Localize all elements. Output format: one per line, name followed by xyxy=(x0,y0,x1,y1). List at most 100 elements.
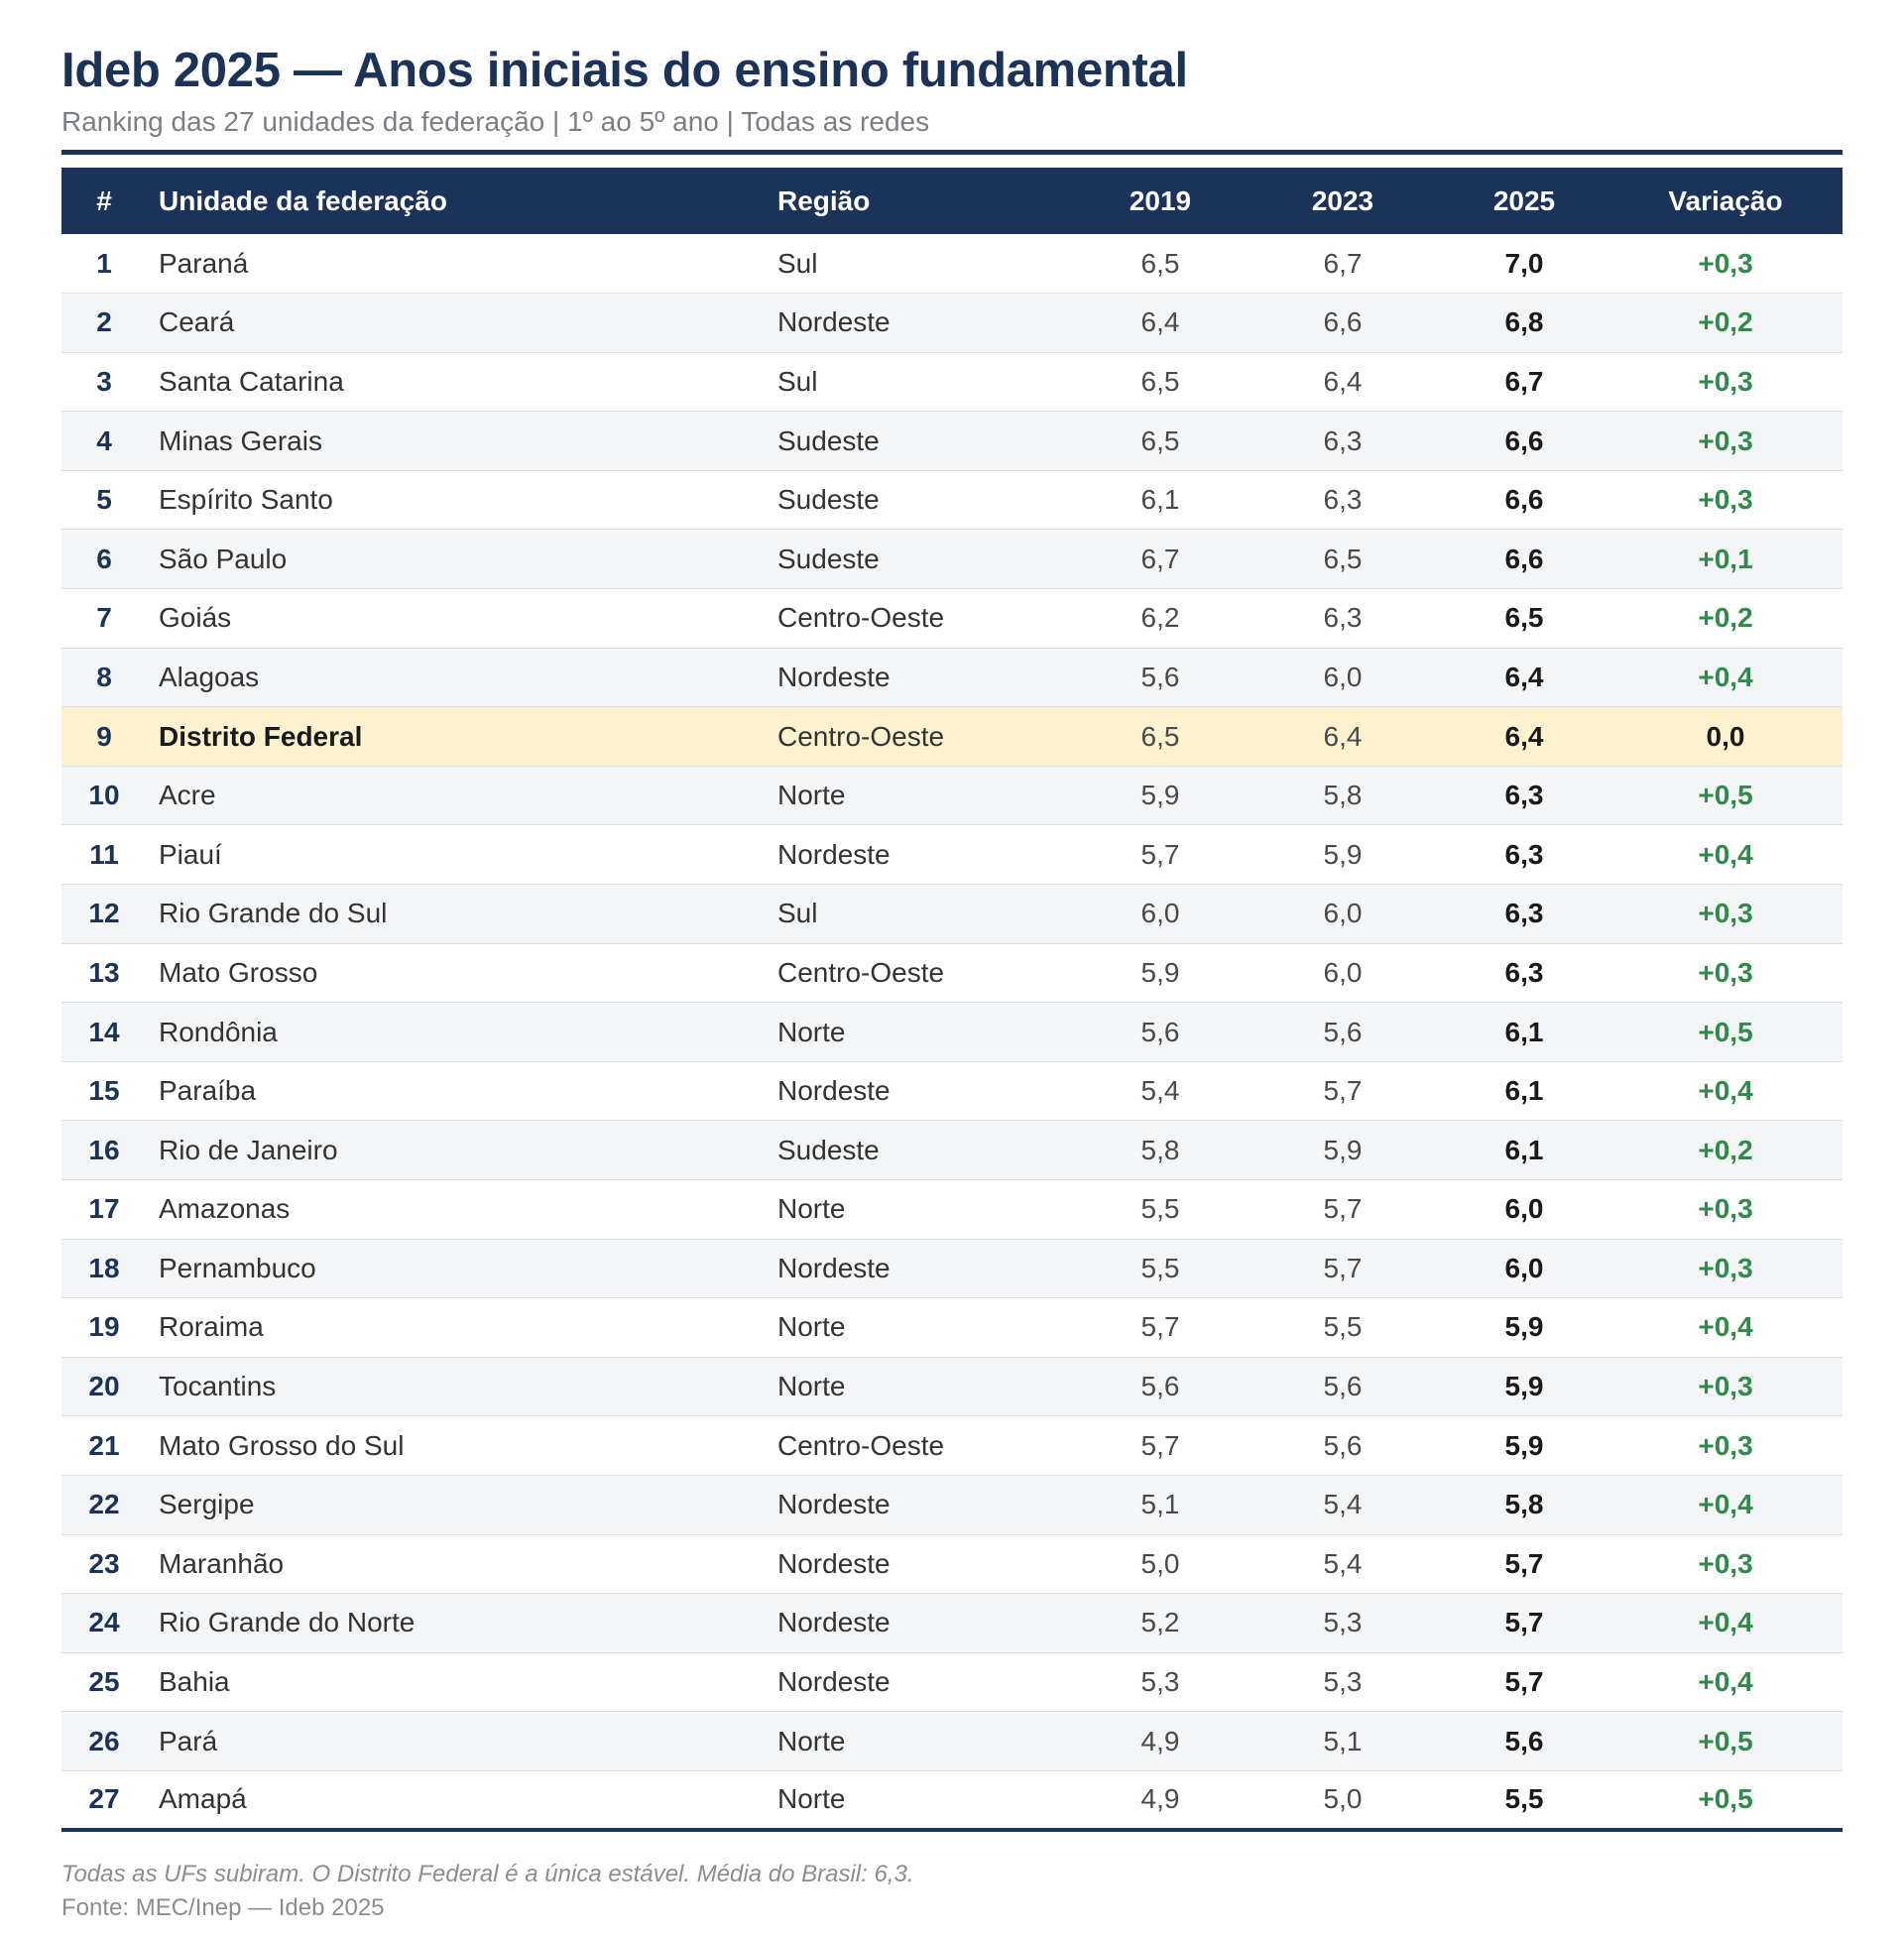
regiao-cell: Nordeste xyxy=(777,1547,891,1579)
variation-cell: 0,0 xyxy=(1706,720,1745,752)
rank-cell: 26 xyxy=(88,1725,120,1756)
uf-cell: Paraíba xyxy=(159,1075,257,1107)
ideb-2023-cell: 6,0 xyxy=(1323,956,1363,988)
uf-cell: Rondônia xyxy=(159,1016,278,1047)
ideb-2025-cell: 5,9 xyxy=(1504,1429,1544,1461)
ideb-2019-cell: 4,9 xyxy=(1140,1783,1180,1815)
rank-cell: 7 xyxy=(96,602,112,634)
table-row: 26 Pará Norte 4,9 5,1 5,6 +0,5 xyxy=(61,1711,1843,1771)
ideb-2025-cell: 7,0 xyxy=(1504,247,1544,279)
table-row: 14 Rondônia Norte 5,6 5,6 6,1 +0,5 xyxy=(61,1002,1843,1062)
ideb-2023-cell: 5,9 xyxy=(1323,838,1363,870)
rank-cell: 6 xyxy=(96,543,112,574)
ideb-2019-cell: 6,4 xyxy=(1140,306,1180,338)
uf-cell: Amazonas xyxy=(159,1193,291,1225)
ideb-2023-cell: 5,8 xyxy=(1323,780,1363,811)
regiao-cell: Norte xyxy=(777,1311,846,1343)
ideb-2025-cell: 5,9 xyxy=(1504,1371,1544,1402)
column-header-2023[interactable]: 2023 xyxy=(1311,184,1374,216)
regiao-cell: Centro-Oeste xyxy=(777,1429,945,1461)
ideb-2019-cell: 5,1 xyxy=(1140,1489,1180,1520)
regiao-cell: Norte xyxy=(777,1725,846,1756)
ideb-2025-cell: 6,1 xyxy=(1504,1016,1544,1047)
regiao-cell: Nordeste xyxy=(777,306,891,338)
ideb-2023-cell: 6,4 xyxy=(1323,365,1363,397)
ideb-2019-cell: 5,7 xyxy=(1140,1429,1180,1461)
variation-cell: +0,2 xyxy=(1698,602,1753,634)
ideb-2023-cell: 5,3 xyxy=(1323,1607,1363,1638)
regiao-cell: Sudeste xyxy=(777,484,880,516)
uf-cell: Rio de Janeiro xyxy=(159,1134,338,1165)
column-header-regiao[interactable]: Região xyxy=(777,184,871,216)
rank-cell: 23 xyxy=(88,1547,120,1579)
ideb-2019-cell: 4,9 xyxy=(1140,1725,1180,1756)
variation-cell: +0,3 xyxy=(1698,247,1753,279)
table-row: 23 Maranhão Nordeste 5,0 5,4 5,7 +0,3 xyxy=(61,1534,1843,1594)
uf-cell: Pernambuco xyxy=(159,1252,316,1283)
ideb-2019-cell: 6,0 xyxy=(1140,898,1180,929)
uf-cell: Espírito Santo xyxy=(159,484,333,516)
table-row: 21 Mato Grosso do Sul Centro-Oeste 5,7 5,6 5,… xyxy=(61,1416,1843,1476)
ideb-2019-cell: 5,7 xyxy=(1140,1311,1180,1343)
regiao-cell: Sul xyxy=(777,898,818,929)
table-row: 20 Tocantins Norte 5,6 5,6 5,9 +0,3 xyxy=(61,1357,1843,1416)
variation-cell: +0,4 xyxy=(1698,1075,1753,1107)
ideb-2023-cell: 6,6 xyxy=(1323,306,1363,338)
table-row: 22 Sergipe Nordeste 5,1 5,4 5,8 +0,4 xyxy=(61,1475,1843,1535)
table-row: 18 Pernambuco Nordeste 5,5 5,7 6,0 +0,3 xyxy=(61,1239,1843,1298)
ideb-2023-cell: 5,6 xyxy=(1323,1429,1363,1461)
rank-cell: 21 xyxy=(88,1429,120,1461)
table-row-highlighted: 9 Distrito Federal Centro-Oeste 6,5 6,4 6,4 0,… xyxy=(61,706,1843,767)
ideb-2019-cell: 5,7 xyxy=(1140,838,1180,870)
rank-cell: 4 xyxy=(96,424,112,456)
ideb-2025-cell: 6,0 xyxy=(1504,1193,1544,1225)
ideb-2023-cell: 5,6 xyxy=(1323,1016,1363,1047)
ideb-2023-cell: 5,4 xyxy=(1323,1489,1363,1520)
column-header-2025[interactable]: 2025 xyxy=(1492,184,1556,216)
table-header-row: # Unidade da federação Região 2019 2023 … xyxy=(61,168,1843,234)
column-header-variacao[interactable]: Variação xyxy=(1668,184,1783,216)
regiao-cell: Centro-Oeste xyxy=(777,602,945,634)
rank-cell: 22 xyxy=(88,1489,120,1520)
regiao-cell: Nordeste xyxy=(777,1075,891,1107)
source-line: Fonte: MEC/Inep — Ideb 2025 xyxy=(61,1894,385,1922)
variation-cell: +0,3 xyxy=(1698,484,1753,516)
column-header-rank[interactable]: # xyxy=(96,184,112,216)
ranking-table: # Unidade da federação Região 2019 2023 … xyxy=(61,168,1843,1833)
rank-cell: 16 xyxy=(88,1134,120,1165)
ideb-2019-cell: 5,6 xyxy=(1140,1371,1180,1402)
regiao-cell: Norte xyxy=(777,1371,846,1402)
table-row: 6 São Paulo Sudeste 6,7 6,5 6,6 +0,1 xyxy=(61,529,1843,589)
regiao-cell: Nordeste xyxy=(777,838,891,870)
uf-cell: Mato Grosso xyxy=(159,956,318,988)
ideb-2025-cell: 5,7 xyxy=(1504,1607,1544,1638)
column-header-2019[interactable]: 2019 xyxy=(1129,184,1192,216)
rank-cell: 5 xyxy=(96,484,112,516)
ideb-2025-cell: 5,7 xyxy=(1504,1666,1544,1698)
rank-cell: 15 xyxy=(88,1075,120,1107)
ideb-2023-cell: 5,6 xyxy=(1323,1371,1363,1402)
uf-cell: Distrito Federal xyxy=(159,720,363,752)
column-header-uf[interactable]: Unidade da federação xyxy=(159,184,447,216)
ideb-2025-cell: 6,3 xyxy=(1504,780,1544,811)
uf-cell: Ceará xyxy=(159,306,235,338)
variation-cell: +0,3 xyxy=(1698,1252,1753,1283)
rank-cell: 10 xyxy=(88,780,120,811)
uf-cell: Rio Grande do Norte xyxy=(159,1607,416,1638)
regiao-cell: Centro-Oeste xyxy=(777,720,945,752)
variation-cell: +0,4 xyxy=(1698,838,1753,870)
table-row: 25 Bahia Nordeste 5,3 5,3 5,7 +0,4 xyxy=(61,1652,1843,1712)
uf-cell: Minas Gerais xyxy=(159,424,322,456)
page-subtitle: Ranking das 27 unidades da federação | 1… xyxy=(61,106,930,137)
uf-cell: Alagoas xyxy=(159,661,260,692)
variation-cell: +0,4 xyxy=(1698,1607,1753,1638)
ideb-2019-cell: 6,5 xyxy=(1140,365,1180,397)
regiao-cell: Nordeste xyxy=(777,1489,891,1520)
rank-cell: 17 xyxy=(88,1193,120,1225)
ideb-2025-cell: 6,6 xyxy=(1504,484,1544,516)
ideb-2023-cell: 5,9 xyxy=(1323,1134,1363,1165)
uf-cell: Piauí xyxy=(159,838,222,870)
rank-cell: 11 xyxy=(89,838,119,870)
rank-cell: 18 xyxy=(88,1252,120,1283)
table-row: 27 Amapá Norte 4,9 5,0 5,5 +0,5 xyxy=(61,1770,1843,1831)
